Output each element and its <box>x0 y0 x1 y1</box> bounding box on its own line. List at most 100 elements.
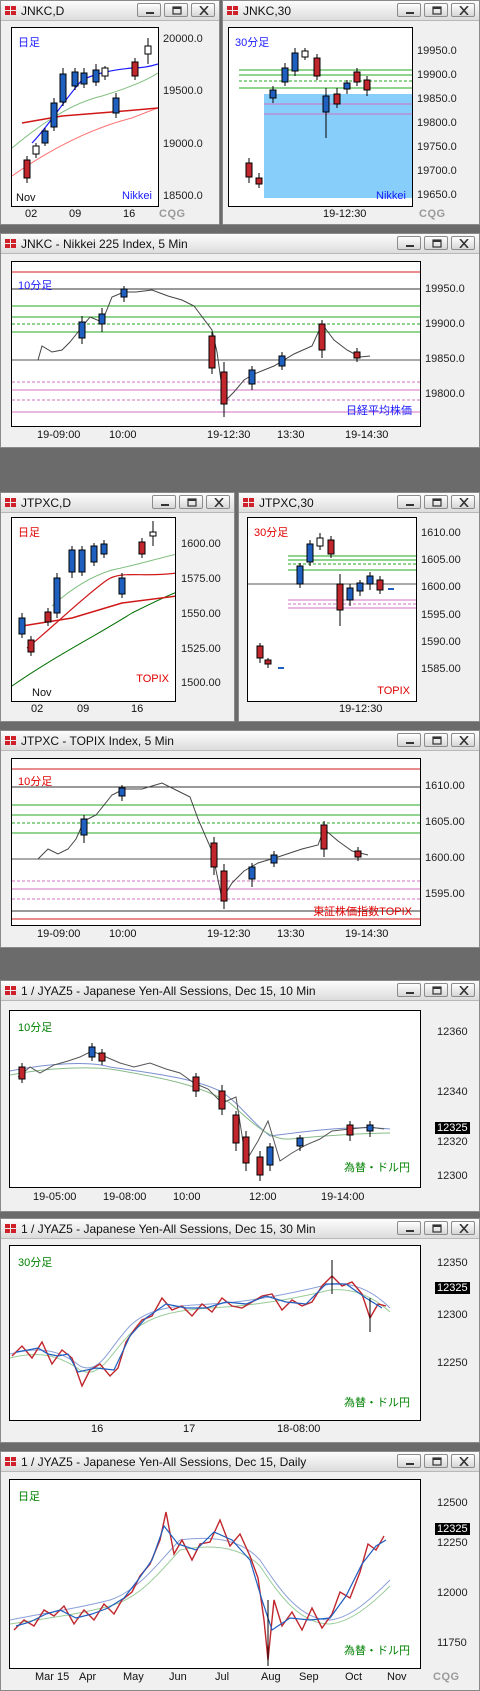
close-button[interactable] <box>451 495 475 509</box>
title-bar[interactable]: JTPXC,D <box>1 493 234 513</box>
close-button[interactable] <box>451 733 475 747</box>
time-tick: 19-14:30 <box>345 928 389 940</box>
price-tick: 12300 <box>437 1309 468 1321</box>
close-button[interactable] <box>451 236 475 250</box>
instrument-label: TOPIX <box>377 685 410 697</box>
window-jtpxc-daily[interactable]: JTPXC,D 日足 TOPIX Nov 1600. <box>0 492 235 722</box>
time-tick: 10:00 <box>109 928 137 940</box>
minimize-button[interactable] <box>397 236 421 250</box>
title-bar[interactable]: 1 / JYAZ5 - Japanese Yen-All Sessions, D… <box>1 1452 479 1472</box>
instrument-label: 為替・ドル円 <box>344 1397 410 1409</box>
instrument-label: TOPIX <box>136 673 169 685</box>
chart-plot-area[interactable]: 10分足 東証株価指数TOPIX <box>11 758 421 926</box>
maximize-button[interactable] <box>424 3 448 17</box>
maximize-button[interactable] <box>424 983 448 997</box>
candlestick-chart <box>12 271 420 417</box>
maximize-button[interactable] <box>164 3 188 17</box>
price-axis: 1610.00 1605.00 1600.00 1595.00 <box>425 758 479 926</box>
close-button[interactable] <box>451 3 475 17</box>
period-label: 日足 <box>18 527 40 539</box>
time-tick: 13:30 <box>277 928 305 940</box>
close-button[interactable] <box>206 495 230 509</box>
window-jnkc-daily[interactable]: JNKC,D 日足 Nikkei Nov <box>0 0 220 225</box>
chart-plot-area[interactable]: 10分足 日経平均株価 <box>11 261 421 427</box>
time-axis: 02 09 16 <box>11 703 176 717</box>
window-jyaz5-30min[interactable]: 1 / JYAZ5 - Japanese Yen-All Sessions, D… <box>0 1218 480 1443</box>
title-bar[interactable]: JNKC,30 <box>223 1 479 21</box>
price-tick: 12250 <box>437 1537 468 1549</box>
price-tick: 19850.0 <box>417 93 457 105</box>
price-tick: 19650.0 <box>417 189 457 201</box>
chart-plot-area[interactable]: 日足 Nikkei Nov <box>11 27 159 207</box>
cqg-app-icon <box>243 498 254 507</box>
maximize-button[interactable] <box>424 1454 448 1468</box>
price-tick: 19000.0 <box>163 138 203 150</box>
minimize-button[interactable] <box>152 495 176 509</box>
period-label: 30分足 <box>235 37 270 49</box>
time-tick: 09 <box>69 208 82 220</box>
minimize-button[interactable] <box>137 3 161 17</box>
price-axis: 19950.0 19900.0 19850.0 19800.0 <box>425 261 479 427</box>
time-tick: Jun <box>169 1671 187 1683</box>
time-tick: 02 <box>31 703 44 715</box>
window-jtpxc-5min[interactable]: JTPXC - TOPIX Index, 5 Min <box>0 730 480 948</box>
time-tick: 09 <box>77 703 90 715</box>
time-tick: 18-08:00 <box>277 1423 321 1435</box>
instrument-label: Nikkei <box>122 190 152 202</box>
title-bar[interactable]: 1 / JYAZ5 - Japanese Yen-All Sessions, D… <box>1 1219 479 1239</box>
close-button[interactable] <box>451 983 475 997</box>
maximize-button[interactable] <box>179 495 203 509</box>
price-tick: 19900.0 <box>417 69 457 81</box>
price-tick: 12500 <box>437 1497 468 1509</box>
minimize-button[interactable] <box>397 983 421 997</box>
maximize-button[interactable] <box>424 1221 448 1235</box>
window-jyaz5-daily[interactable]: 1 / JYAZ5 - Japanese Yen-All Sessions, D… <box>0 1451 480 1691</box>
time-tick: 10:00 <box>109 429 137 441</box>
window-jtpxc-30min[interactable]: JTPXC,30 <box>238 492 480 722</box>
title-bar[interactable]: JTPXC - TOPIX Index, 5 Min <box>1 731 479 751</box>
price-tick: 1500.00 <box>181 677 221 689</box>
minimize-button[interactable] <box>397 1221 421 1235</box>
time-axis: 19-12:30 <box>247 703 417 717</box>
window-jnkc-30min[interactable]: JNKC,30 30分足 <box>222 0 480 225</box>
title-bar[interactable]: JNKC - Nikkei 225 Index, 5 Min <box>1 234 479 254</box>
time-tick: 19-14:00 <box>321 1191 365 1203</box>
time-axis: 16 17 18-08:00 <box>9 1423 421 1437</box>
close-button[interactable] <box>451 1221 475 1235</box>
chart-plot-area[interactable]: 10分足 為替・ドル円 <box>9 1010 421 1188</box>
close-button[interactable] <box>451 1454 475 1468</box>
time-tick: 16 <box>131 703 144 715</box>
maximize-button[interactable] <box>424 733 448 747</box>
candlestick-chart <box>12 768 420 920</box>
minimize-button[interactable] <box>397 1454 421 1468</box>
cqg-app-icon <box>5 239 16 248</box>
maximize-button[interactable] <box>424 495 448 509</box>
chart-plot-area[interactable]: 日足 TOPIX Nov <box>11 517 176 702</box>
minimize-button[interactable] <box>397 495 421 509</box>
cqg-app-icon <box>5 6 16 15</box>
window-jyaz5-10min[interactable]: 1 / JYAZ5 - Japanese Yen-All Sessions, D… <box>0 980 480 1212</box>
title-bar[interactable]: JTPXC,30 <box>239 493 479 513</box>
time-tick: 19-09:00 <box>37 429 81 441</box>
price-tick: 20000.0 <box>163 33 203 45</box>
window-jnkc-5min[interactable]: JNKC - Nikkei 225 Index, 5 Min <box>0 233 480 448</box>
price-axis: 20000.0 19500.0 19000.0 18500.0 <box>163 27 219 207</box>
close-button[interactable] <box>191 3 215 17</box>
title-bar[interactable]: 1 / JYAZ5 - Japanese Yen-All Sessions, D… <box>1 981 479 1001</box>
instrument-label: 為替・ドル円 <box>344 1162 410 1174</box>
chart-plot-area[interactable]: 30分足 TOPIX <box>247 517 417 702</box>
month-label: Nov <box>16 192 36 204</box>
instrument-label: Nikkei <box>376 190 406 202</box>
title-bar[interactable]: JNKC,D <box>1 1 219 21</box>
chart-plot-area[interactable]: 日足 為替・ドル円 <box>9 1479 421 1669</box>
price-tick: 1600.00 <box>425 852 465 864</box>
time-tick: Aug <box>261 1671 281 1683</box>
chart-plot-area[interactable]: 30分足 為替・ドル円 <box>9 1245 421 1421</box>
minimize-button[interactable] <box>397 3 421 17</box>
time-tick: 10:00 <box>173 1191 201 1203</box>
time-tick: Nov <box>387 1671 407 1683</box>
time-tick: 19-12:30 <box>207 429 251 441</box>
minimize-button[interactable] <box>397 733 421 747</box>
maximize-button[interactable] <box>424 236 448 250</box>
chart-plot-area[interactable]: 30分足 Nikkei <box>228 27 413 207</box>
